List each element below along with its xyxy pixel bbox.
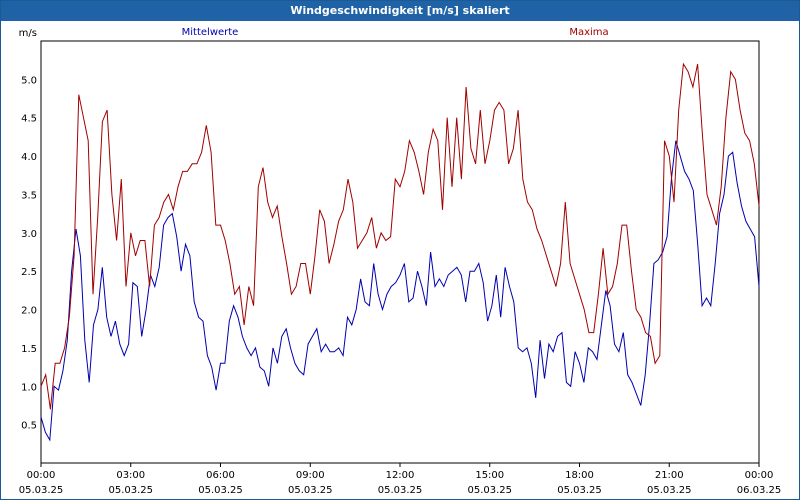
y-tick-label: 5.0 — [21, 75, 37, 86]
x-tick-date: 05.03.25 — [378, 485, 423, 496]
y-tick-label: 1.5 — [21, 344, 37, 355]
y-tick-label: 4.0 — [21, 152, 37, 163]
y-tick-label: 2.5 — [21, 267, 37, 278]
x-tick-time: 00:00 — [745, 470, 774, 481]
axis-labels: 0.5 1.0 1.5 2.0 2.5 3.0 3.5 4.0 4.5 5.0 00:00 05.03… — [19, 27, 782, 496]
x-tick-time: 03:00 — [116, 470, 145, 481]
y-tick-label: 0.5 — [21, 421, 37, 432]
wind-speed-chart: 0.5 1.0 1.5 2.0 2.5 3.0 3.5 4.0 4.5 5.0 00:00 05.03… — [19, 27, 782, 496]
x-tick-time: 21:00 — [655, 470, 684, 481]
x-tick-date: 05.03.25 — [19, 485, 64, 496]
plot-area — [40, 40, 760, 464]
x-tick-time: 09:00 — [296, 470, 325, 481]
legend-entry-mittelwerte: Mittelwerte — [182, 27, 239, 38]
x-tick-date: 05.03.25 — [557, 485, 602, 496]
x-tick-time: 06:00 — [206, 470, 235, 481]
legend-entry-maxima: Maxima — [569, 27, 608, 38]
series-line-maxima — [40, 62, 760, 410]
y-tick-label: 1.0 — [21, 382, 37, 393]
y-tick-label: 2.0 — [21, 306, 37, 317]
x-tick-time: 18:00 — [565, 470, 594, 481]
x-tick-date: 06.03.25 — [737, 485, 782, 496]
x-tick-time: 15:00 — [475, 470, 504, 481]
x-tick-date: 05.03.25 — [647, 485, 692, 496]
series-line-mittelwerte — [40, 140, 760, 442]
x-tick-date: 05.03.25 — [198, 485, 243, 496]
series-layer — [40, 62, 760, 442]
axes — [40, 40, 760, 467]
x-tick-date: 05.03.25 — [467, 485, 512, 496]
y-axis-unit: m/s — [19, 28, 37, 39]
y-tick-label: 3.5 — [21, 190, 37, 201]
y-tick-label: 3.0 — [21, 229, 37, 240]
x-tick-date: 05.03.25 — [108, 485, 153, 496]
x-tick-time: 12:00 — [386, 470, 415, 481]
y-tick-label: 4.5 — [21, 114, 37, 125]
x-tick-date: 05.03.25 — [288, 485, 333, 496]
x-tick-time: 00:00 — [27, 470, 56, 481]
window-title: Windgeschwindigkeit [m/s] skaliert — [1, 1, 799, 21]
